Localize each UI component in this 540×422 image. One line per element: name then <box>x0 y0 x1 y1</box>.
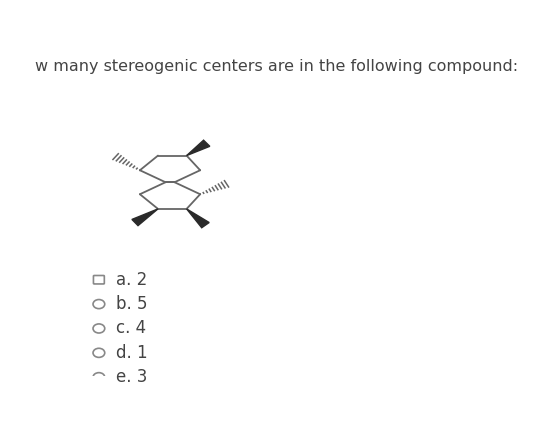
Polygon shape <box>132 209 158 226</box>
Text: c. 4: c. 4 <box>116 319 146 338</box>
FancyBboxPatch shape <box>93 276 104 284</box>
Polygon shape <box>187 209 209 228</box>
Text: d. 1: d. 1 <box>116 344 147 362</box>
Text: e. 3: e. 3 <box>116 368 147 386</box>
Text: b. 5: b. 5 <box>116 295 147 313</box>
Text: a. 2: a. 2 <box>116 271 147 289</box>
Polygon shape <box>187 140 210 156</box>
Text: w many stereogenic centers are in the following compound:: w many stereogenic centers are in the fo… <box>35 59 518 74</box>
